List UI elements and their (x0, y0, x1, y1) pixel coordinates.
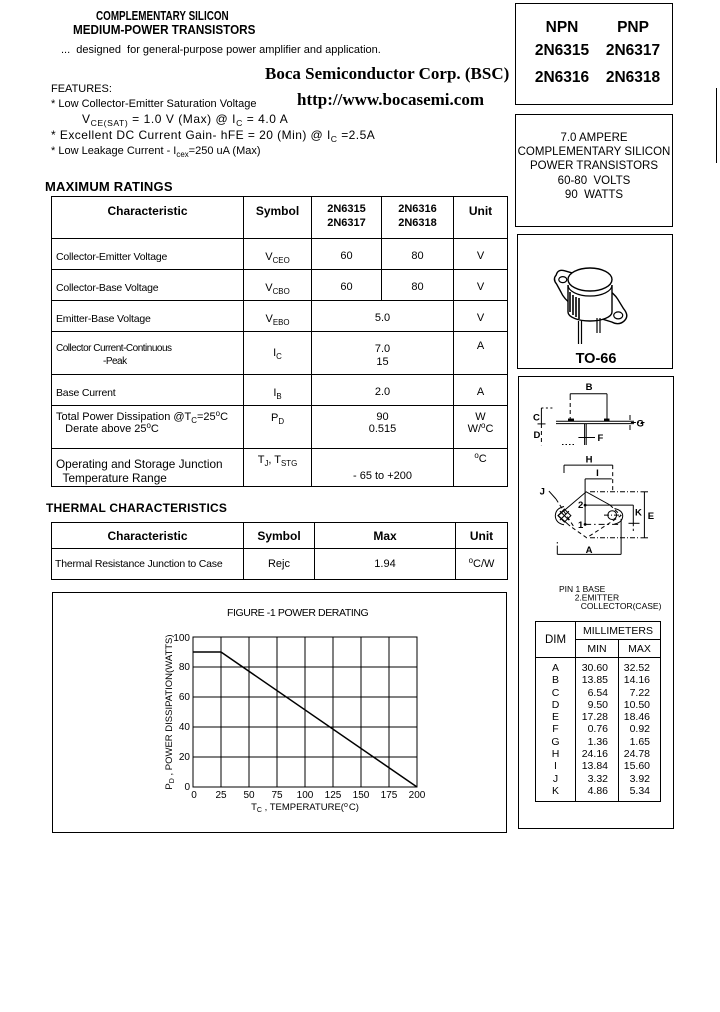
svg-text:75: 75 (271, 790, 283, 801)
svg-text:100: 100 (173, 633, 190, 644)
svg-text:TO-66: TO-66 (576, 351, 617, 367)
svg-text:A: A (586, 545, 593, 556)
svg-text:H: H (586, 455, 593, 466)
svg-text:K: K (635, 508, 642, 519)
svg-text:80: 80 (179, 662, 191, 673)
svg-text:50: 50 (243, 790, 255, 801)
svg-text:D: D (534, 430, 541, 441)
svg-text:G: G (637, 419, 644, 430)
svg-text:E: E (648, 511, 654, 522)
svg-text:B: B (586, 382, 593, 393)
svg-text:40: 40 (179, 722, 191, 733)
svg-text:100: 100 (297, 790, 314, 801)
svg-text:PD , POWER DISSIPATION(WATTS): PD , POWER DISSIPATION(WATTS) (164, 634, 176, 789)
svg-text:I: I (596, 468, 599, 479)
svg-text:25: 25 (215, 790, 227, 801)
svg-text:F: F (598, 433, 604, 444)
svg-text:0: 0 (184, 782, 190, 793)
svg-text:TC , TEMPERATURE(oC): TC , TEMPERATURE(oC) (251, 802, 359, 814)
svg-text:0: 0 (191, 790, 197, 801)
svg-text:PIN 1 BASE: PIN 1 BASE (559, 584, 606, 594)
svg-text:60: 60 (179, 692, 191, 703)
svg-text:20: 20 (179, 752, 191, 763)
svg-text:150: 150 (353, 790, 370, 801)
svg-text:2: 2 (578, 500, 583, 511)
svg-text:1: 1 (578, 520, 584, 531)
svg-text:2.EMITTER: 2.EMITTER (575, 593, 619, 603)
svg-text:COLLECTOR(CASE): COLLECTOR(CASE) (581, 601, 662, 611)
svg-text:C: C (533, 413, 540, 424)
svg-text:175: 175 (381, 790, 398, 801)
svg-text:200: 200 (409, 790, 426, 801)
svg-text:J: J (540, 486, 545, 497)
svg-text:125: 125 (325, 790, 342, 801)
